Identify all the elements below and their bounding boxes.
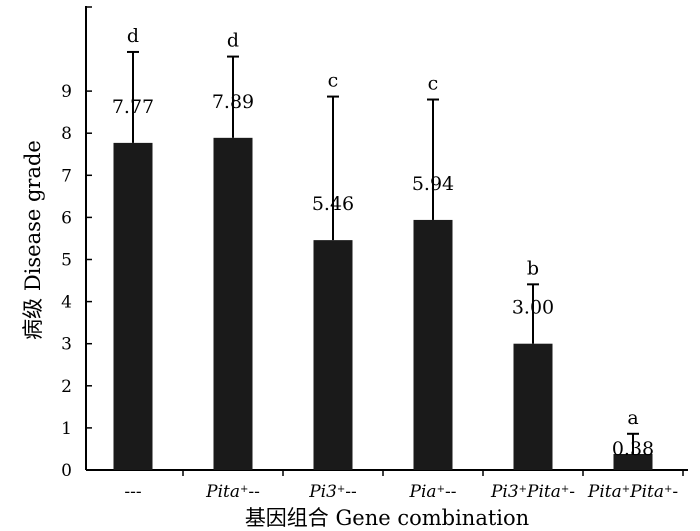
y-tick-label: 6 xyxy=(61,208,72,228)
y-tick-label: 7 xyxy=(61,166,72,186)
bar xyxy=(413,219,453,470)
y-tick-label: 5 xyxy=(61,251,72,271)
y-tick-label: 8 xyxy=(61,124,72,144)
category-label: Pita+Pita+- xyxy=(587,482,678,502)
category-label: Pi3+Pita+- xyxy=(490,482,575,502)
value-label: 5.46 xyxy=(312,193,354,215)
significance-letter: d xyxy=(227,30,239,52)
y-tick-label: 2 xyxy=(61,377,72,397)
value-label: 7.89 xyxy=(212,91,254,113)
significance-letter: b xyxy=(527,257,539,279)
category-label: Pia+-- xyxy=(409,482,457,502)
significance-letter: a xyxy=(627,407,638,429)
value-label: 7.77 xyxy=(112,96,154,118)
y-tick-label: 0 xyxy=(61,461,72,481)
bar xyxy=(513,343,553,470)
significance-letter: d xyxy=(127,25,139,47)
value-label: 5.94 xyxy=(412,173,454,195)
category-label: Pi3+-- xyxy=(308,482,357,502)
y-axis-title: 病级 Disease grade xyxy=(21,140,45,340)
y-tick-label: 3 xyxy=(61,335,72,355)
bars xyxy=(113,137,653,470)
y-tick-label: 4 xyxy=(61,293,72,313)
value-label: 3.00 xyxy=(512,297,554,319)
y-tick-label: 1 xyxy=(61,419,72,439)
category-label: --- xyxy=(124,482,141,502)
axes: 0 1 2 3 4 5 6 7 8 9 xyxy=(61,6,688,481)
bar xyxy=(213,137,253,470)
significance-letter: c xyxy=(428,73,439,95)
x-axis-title: 基因组合 Gene combination xyxy=(245,506,529,530)
category-labels: --- Pita+-- Pi3+-- Pia+-- Pi3+Pita+- Pita+Pit… xyxy=(124,482,678,502)
value-labels: d 7.77 d 7.89 c 5.46 c 5.94 b 3.00 a 0.38 xyxy=(112,25,654,460)
bar xyxy=(113,142,153,470)
value-label: 0.38 xyxy=(612,438,654,460)
bar xyxy=(613,454,653,470)
category-label: Pita+-- xyxy=(205,482,260,502)
y-tick-label: 9 xyxy=(61,82,72,102)
error-bars xyxy=(127,50,639,455)
bar xyxy=(313,240,353,470)
significance-letter: c xyxy=(328,70,339,92)
